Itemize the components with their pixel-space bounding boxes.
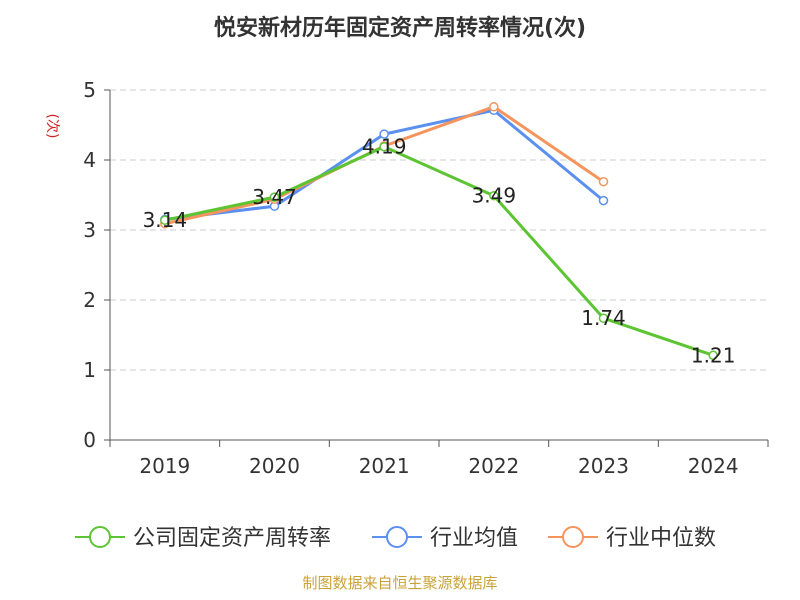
- y-tick-label: 1: [83, 358, 96, 382]
- data-point: [598, 313, 609, 323]
- y-tick-label: 3: [83, 218, 96, 242]
- y-tick-label: 0: [83, 428, 96, 452]
- x-tick-label: 2020: [249, 454, 300, 478]
- source-note: 制图数据来自恒生聚源数据库: [302, 574, 497, 592]
- data-label: 4.19: [362, 135, 407, 159]
- data-point: [379, 141, 389, 152]
- data-point: [598, 176, 609, 187]
- x-tick-label: 2024: [688, 454, 739, 478]
- y-tick-label: 4: [83, 148, 96, 172]
- data-point: [489, 190, 499, 201]
- data-label: 3.49: [472, 184, 517, 208]
- series-layer: [160, 102, 718, 361]
- data-point: [379, 129, 389, 139]
- x-tick-label: 2019: [139, 454, 190, 478]
- data-label: 1.21: [691, 343, 736, 367]
- legend-marker: [89, 526, 111, 548]
- data-label: 1.74: [581, 306, 626, 330]
- x-tick-label: 2021: [359, 454, 410, 478]
- data-label: 3.47: [252, 185, 297, 209]
- legend-item[interactable]: 行业均值: [372, 526, 518, 551]
- legend-item[interactable]: 行业中位数: [548, 526, 716, 551]
- legend-marker: [386, 526, 408, 548]
- series-line: [164, 108, 605, 221]
- gridlines: [110, 89, 768, 371]
- series-line: [164, 145, 714, 357]
- legend-label: 行业均值: [430, 526, 518, 551]
- data-label: 3.14: [143, 208, 188, 232]
- axes: 0 1 2 3 4 5 2019 2020 2021 2022 2023 2024: [83, 78, 769, 478]
- data-point: [160, 215, 170, 225]
- chart-title: 悦安新材历年固定资产周转率情况(次): [214, 15, 586, 41]
- y-tick-label: 5: [83, 78, 96, 102]
- data-labels: 3.14 3.47 4.19 3.49 1.74 1.21: [143, 135, 736, 368]
- data-point: [708, 350, 718, 361]
- legend[interactable]: 公司固定资产周转率 行业均值 行业中位数: [75, 526, 716, 551]
- legend-label: 公司固定资产周转率: [133, 526, 331, 551]
- legend-marker: [562, 526, 584, 548]
- data-point: [269, 192, 280, 202]
- y-axis-label: (次): [44, 114, 60, 139]
- x-tick-label: 2023: [578, 454, 629, 478]
- data-point: [489, 102, 499, 112]
- legend-item[interactable]: 公司固定资产周转率: [75, 526, 331, 551]
- data-point: [598, 195, 609, 206]
- legend-label: 行业中位数: [606, 526, 716, 551]
- y-tick-label: 2: [83, 288, 96, 312]
- x-tick-label: 2022: [468, 454, 519, 478]
